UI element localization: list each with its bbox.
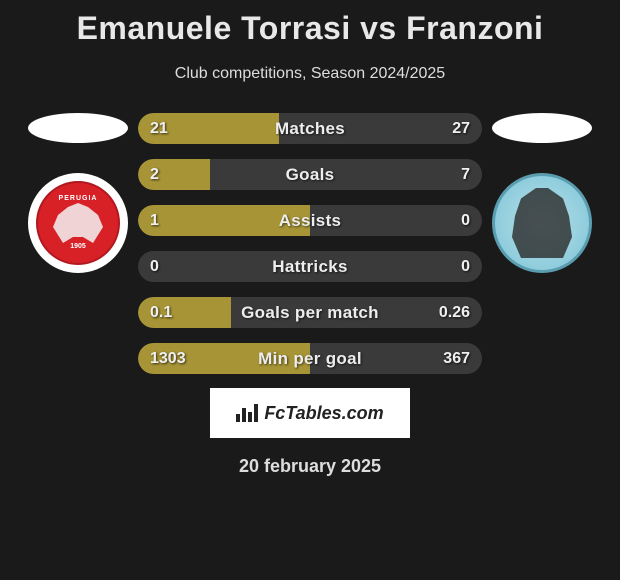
subtitle: Club competitions, Season 2024/2025 — [0, 65, 620, 83]
left-club-name: PERUGIA — [59, 195, 98, 203]
stat-row: 0Hattricks0 — [138, 251, 482, 282]
footer-brand-text: FcTables.com — [264, 403, 383, 424]
left-country-flag — [28, 113, 128, 143]
stat-label: Goals per match — [138, 303, 482, 323]
footer-brand-logo: FcTables.com — [210, 388, 410, 438]
bars-icon — [236, 404, 258, 422]
stat-value-right: 0 — [461, 212, 470, 230]
stat-row: 21Matches27 — [138, 113, 482, 144]
stat-value-right: 27 — [452, 120, 470, 138]
stat-row: 0.1Goals per match0.26 — [138, 297, 482, 328]
griffin-icon — [53, 203, 103, 243]
stat-value-right: 7 — [461, 166, 470, 184]
right-country-flag — [492, 113, 592, 143]
left-club-year: 1905 — [70, 243, 86, 251]
stat-value-right: 367 — [443, 350, 470, 368]
right-player-column — [482, 113, 602, 273]
stat-row: 1303Min per goal367 — [138, 343, 482, 374]
comparison-content: PERUGIA 1905 21Matches27 2Goals7 1Assists0… — [0, 113, 620, 374]
stat-row: 2Goals7 — [138, 159, 482, 190]
stat-label: Min per goal — [138, 349, 482, 369]
left-club-badge: PERUGIA 1905 — [28, 173, 128, 273]
stat-label: Goals — [138, 165, 482, 185]
stat-label: Hattricks — [138, 257, 482, 277]
stat-value-right: 0.26 — [439, 304, 470, 322]
stats-bars: 21Matches272Goals71Assists00Hattricks00.… — [138, 113, 482, 374]
entella-silhouette-icon — [512, 188, 572, 258]
date-text: 20 february 2025 — [0, 456, 620, 477]
stat-row: 1Assists0 — [138, 205, 482, 236]
left-player-column: PERUGIA 1905 — [18, 113, 138, 273]
stat-label: Matches — [138, 119, 482, 139]
page-title: Emanuele Torrasi vs Franzoni — [0, 0, 620, 47]
right-club-badge — [492, 173, 592, 273]
stat-value-right: 0 — [461, 258, 470, 276]
stat-label: Assists — [138, 211, 482, 231]
